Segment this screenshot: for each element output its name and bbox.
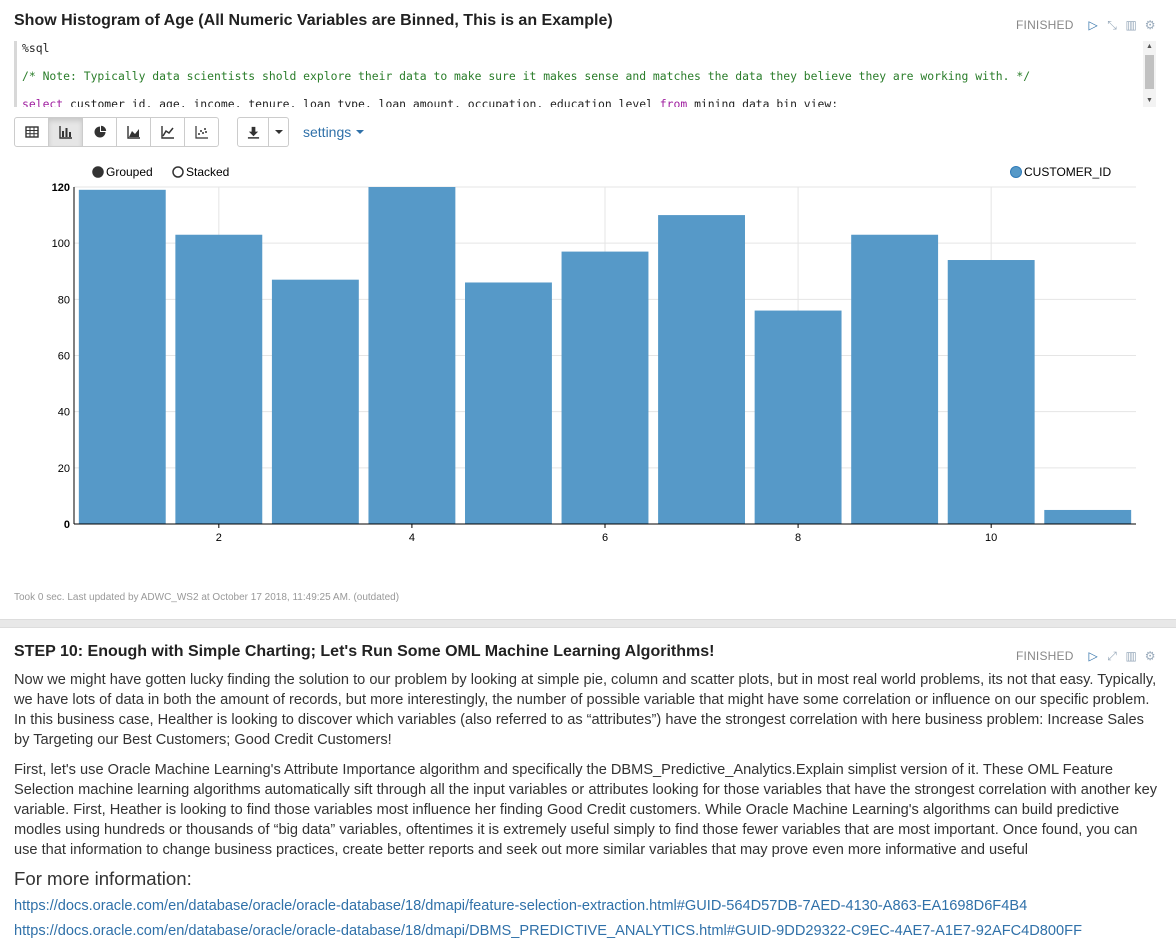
sql-keyword-select: select bbox=[22, 97, 64, 107]
download-button[interactable] bbox=[237, 117, 269, 147]
bar bbox=[947, 260, 1035, 524]
paragraph-title: STEP 10: Enough with Simple Charting; Le… bbox=[14, 643, 715, 660]
grouped-radio bbox=[92, 166, 104, 178]
pie-chart-icon bbox=[94, 125, 106, 138]
x-tick-label: 8 bbox=[795, 532, 801, 544]
bar bbox=[658, 215, 745, 525]
code-line-3: select customer_id, age, income, tenure,… bbox=[22, 97, 838, 107]
doc-link-feature-selection[interactable]: https://docs.oracle.com/en/database/orac… bbox=[14, 898, 1028, 914]
run-icon[interactable]: ▷ bbox=[1088, 649, 1098, 663]
status-label: FINISHED bbox=[1016, 18, 1074, 32]
line-chart-icon bbox=[160, 126, 174, 139]
bar bbox=[78, 189, 166, 524]
visualization-toolbar bbox=[14, 117, 219, 147]
settings-toggle[interactable]: settings bbox=[303, 124, 365, 140]
paragraph-text-1: Now we might have gotten lucky finding t… bbox=[14, 672, 1157, 748]
bar bbox=[465, 282, 552, 524]
scatter-chart-icon bbox=[194, 126, 208, 139]
download-icon bbox=[247, 126, 259, 139]
bar bbox=[561, 251, 649, 524]
sql-table-name: mining_data_bin_view; bbox=[687, 97, 839, 107]
scroll-down-icon[interactable]: ▼ bbox=[1146, 97, 1153, 104]
y-tick-label: 80 bbox=[58, 294, 70, 306]
y-tick-label: 120 bbox=[52, 182, 70, 194]
legend-label: CUSTOMER_ID bbox=[1024, 165, 1111, 179]
scatter-chart-button[interactable] bbox=[184, 117, 219, 147]
legend-swatch bbox=[1010, 166, 1022, 178]
download-options-button[interactable] bbox=[269, 117, 289, 147]
paragraph-text-2: First, let's use Oracle Machine Learning… bbox=[14, 762, 1157, 858]
mode-option-label: Grouped bbox=[106, 165, 153, 179]
download-group bbox=[237, 117, 289, 147]
doc-link-predictive-analytics[interactable]: https://docs.oracle.com/en/database/orac… bbox=[14, 923, 1082, 939]
code-line-1: %sql bbox=[22, 41, 50, 55]
settings-label: settings bbox=[303, 124, 352, 140]
paragraph-controls: FINISHED ▷ ⤡ ▥ ⚙ bbox=[1016, 18, 1160, 32]
book-icon[interactable]: ▥ bbox=[1125, 649, 1137, 663]
x-tick-label: 6 bbox=[602, 532, 608, 544]
x-tick-label: 4 bbox=[409, 532, 415, 544]
histogram-chart: 0 20 40 60 80 100 120 2 4 6 8 10 Grouped Stacked CUSTO… bbox=[52, 165, 1136, 544]
chevron-down-icon bbox=[274, 130, 283, 134]
x-tick-label: 2 bbox=[216, 532, 222, 544]
scroll-thumb[interactable] bbox=[1145, 55, 1154, 89]
bar bbox=[851, 234, 939, 524]
stacked-radio bbox=[172, 166, 184, 178]
more-info-heading: For more information: bbox=[14, 868, 192, 889]
bar bbox=[175, 234, 263, 524]
sql-column-list: customer_id, age, income, tenure, loan_t… bbox=[63, 97, 660, 107]
bar bbox=[1044, 509, 1132, 524]
paragraph-title: Show Histogram of Age (All Numeric Varia… bbox=[14, 12, 613, 29]
paragraph-divider bbox=[0, 619, 1176, 628]
code-line-2: /* Note: Typically data scientists shold… bbox=[22, 69, 1031, 83]
paragraph-histogram: Show Histogram of Age (All Numeric Varia… bbox=[14, 12, 1160, 603]
sql-keyword-from: from bbox=[659, 97, 688, 107]
x-tick-label: 10 bbox=[985, 532, 997, 544]
book-icon[interactable]: ▥ bbox=[1125, 18, 1137, 32]
y-tick-label: 60 bbox=[58, 351, 70, 363]
scroll-up-icon[interactable]: ▲ bbox=[1146, 43, 1153, 50]
settings-caret-icon bbox=[356, 130, 365, 134]
line-chart-button[interactable] bbox=[150, 117, 185, 147]
run-info: Took 0 sec. Last updated by ADWC_WS2 at … bbox=[14, 592, 400, 603]
table-icon bbox=[24, 126, 39, 138]
table-view-button[interactable] bbox=[14, 117, 49, 147]
area-chart-icon bbox=[126, 126, 140, 139]
editor-scrollbar[interactable]: ▲ ▼ bbox=[1143, 41, 1156, 107]
expand-icon[interactable]: ⤢ bbox=[1107, 649, 1117, 663]
gear-icon[interactable]: ⚙ bbox=[1144, 649, 1156, 663]
paragraph-controls: FINISHED ▷ ⤢ ▥ ⚙ bbox=[1016, 649, 1160, 663]
y-tick-label: 0 bbox=[64, 519, 70, 531]
bar bbox=[368, 187, 456, 524]
bar bbox=[271, 279, 359, 524]
run-icon[interactable]: ▷ bbox=[1088, 18, 1098, 32]
bar-chart-icon bbox=[58, 126, 72, 139]
bar-chart-button[interactable] bbox=[48, 117, 83, 147]
status-label: FINISHED bbox=[1016, 649, 1074, 663]
code-editor[interactable]: %sql /* Note: Typically data scientists … bbox=[14, 41, 1156, 107]
y-tick-label: 100 bbox=[52, 238, 70, 250]
mode-option-label: Stacked bbox=[186, 165, 229, 179]
pie-chart-button[interactable] bbox=[82, 117, 117, 147]
gear-icon[interactable]: ⚙ bbox=[1144, 18, 1156, 32]
paragraph-step10: STEP 10: Enough with Simple Charting; Le… bbox=[0, 628, 1176, 946]
y-tick-label: 20 bbox=[58, 463, 70, 475]
collapse-icon[interactable]: ⤡ bbox=[1107, 18, 1117, 32]
y-tick-label: 40 bbox=[58, 407, 70, 419]
bar bbox=[754, 310, 842, 524]
area-chart-button[interactable] bbox=[116, 117, 151, 147]
